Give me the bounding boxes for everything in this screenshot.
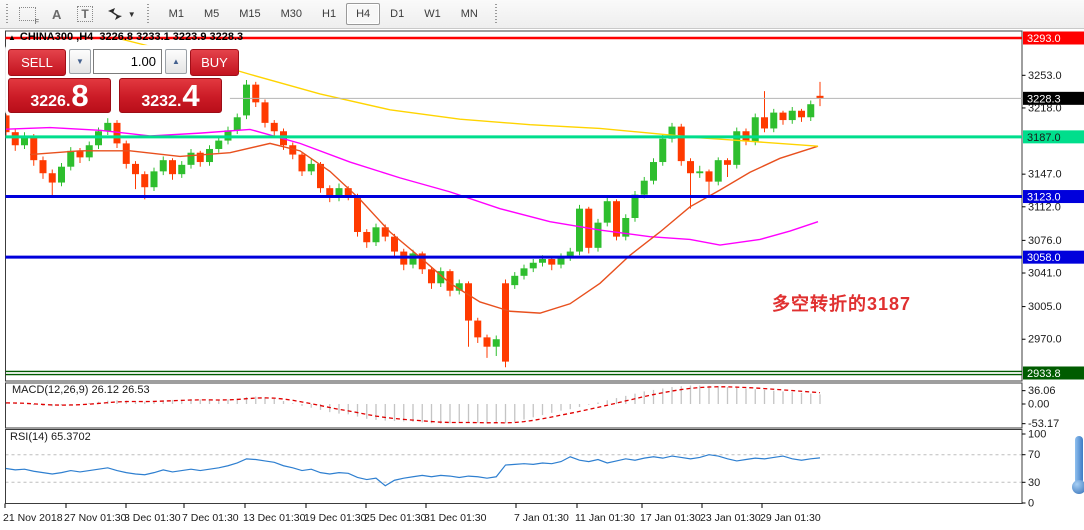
time-axis-label: 11 Jan 01:30 [575, 512, 635, 524]
one-click-trading-panel: SELL ▼ ▲ BUY 3226.8 3232.4 [6, 46, 239, 114]
price-axis-label: 3005.0 [1028, 301, 1062, 313]
price-axis-label: 3041.0 [1028, 268, 1062, 280]
price-level-badge [1023, 130, 1084, 144]
top-toolbar: F A T ▼ M1 M5 M15 M30 H1 H4 D1 W1 MN [0, 0, 1084, 29]
volume-up-button[interactable]: ▲ [165, 49, 187, 74]
price-axis-label: 3218.0 [1028, 102, 1062, 114]
macd-axis-label: -53.17 [1028, 418, 1059, 430]
toolbar-grip[interactable] [4, 4, 9, 24]
price-axis-label: 2970.0 [1028, 334, 1062, 346]
cursor-arrows-icon[interactable]: ▼ [107, 7, 136, 21]
price-level-badge-text: 3293.0 [1027, 33, 1061, 45]
buy-price-big-digit: 4 [182, 78, 200, 113]
toolbar-dropdown-caret[interactable]: ▼ [127, 9, 136, 19]
price-level-badge-text: 3187.0 [1027, 132, 1061, 144]
trade-controls-row: SELL ▼ ▲ BUY [8, 49, 239, 76]
time-axis-label: 23 Jan 01:30 [700, 512, 761, 524]
timeframe-button-m30[interactable]: M30 [280, 8, 303, 20]
time-axis-label: 17 Jan 01:30 [640, 512, 701, 524]
expand-marker-icon[interactable]: ▲ [8, 33, 16, 42]
scrollbar-thumb[interactable] [1072, 436, 1084, 496]
scrollbar-bar [1075, 436, 1083, 484]
macd-panel [5, 382, 1023, 429]
rsi-axis-label: 100 [1028, 429, 1046, 441]
price-axis-label: 3253.0 [1028, 70, 1062, 82]
price-axis: 3253.0 3218.0 3147.0 3112.0 3076.0 3041.0 3005… [1022, 70, 1062, 346]
time-axis-label: 29 Jan 01:30 [760, 512, 821, 524]
timeframe-button-h1[interactable]: H1 [322, 8, 337, 20]
macd-layer [6, 385, 821, 424]
time-axis-label: 3 Dec 01:30 [124, 512, 181, 524]
timeframe-button-m15[interactable]: M15 [239, 8, 261, 20]
time-axis-label: 19 Dec 01:30 [304, 512, 367, 524]
price-level-badge [1023, 250, 1084, 264]
text-tool-icon[interactable]: T [77, 6, 93, 22]
current-price-badge-text: 3228.3 [1027, 93, 1061, 105]
buy-button[interactable]: BUY [190, 49, 239, 76]
chart-ohlc: 3226.8 3233.1 3223.9 3228.3 [99, 31, 244, 43]
macd-axis-label: 36.06 [1028, 385, 1056, 397]
time-axis-label: 21 Nov 2018 [3, 512, 63, 524]
chart-symbol: CHINA300 ,H4 [19, 31, 94, 43]
timeframe-button-m5[interactable]: M5 [203, 8, 220, 20]
time-axis-label: 31 Dec 01:30 [424, 512, 487, 524]
price-axis-label: 3112.0 [1028, 201, 1061, 213]
toolbar-grip-2[interactable] [145, 4, 151, 24]
rsi-axis-label: 70 [1028, 449, 1040, 461]
horizontal-levels: 3293.0 3187.0 3123.0 3058.0 2933.8 [5, 31, 1084, 380]
time-axis-label: 7 Dec 01:30 [182, 512, 239, 524]
macd-axis-label: 0.00 [1028, 399, 1049, 411]
volume-input[interactable] [93, 49, 162, 74]
grid-f-icon[interactable]: F [19, 7, 39, 26]
price-level-badge-text: 2933.8 [1027, 368, 1061, 380]
price-axis-label: 3076.0 [1028, 235, 1062, 247]
buy-price-main: 3232 [141, 93, 177, 110]
volume-down-button[interactable]: ▼ [69, 49, 91, 74]
time-axis: 21 Nov 2018 27 Nov 01:303 Dec 01:30 7 Dec … [3, 503, 821, 524]
price-level-badge-text: 3123.0 [1027, 192, 1061, 204]
macd-signal-line [6, 386, 821, 424]
price-level-badge [1023, 190, 1084, 204]
timeframe-button-w1[interactable]: W1 [424, 8, 441, 20]
timeframe-button-h4[interactable]: H4 [346, 3, 381, 25]
scrollbar-knob [1072, 480, 1084, 494]
current-price-badge [1023, 91, 1084, 105]
sell-price-big-digit: 8 [71, 78, 89, 113]
price-level-badge [1023, 31, 1084, 45]
rsi-label: RSI(14) 65.3702 [10, 431, 91, 443]
arrows-glyph [107, 8, 122, 20]
price-level-badge [1023, 366, 1084, 380]
timeframe-button-d1[interactable]: D1 [390, 8, 405, 20]
price-axis-label: 3147.0 [1028, 169, 1062, 181]
buy-price-tile[interactable]: 3232. 4 [119, 78, 222, 113]
rsi-axis-label: 30 [1028, 477, 1040, 489]
sell-button[interactable]: SELL [8, 49, 66, 76]
macd-label: MACD(12,26,9) 26.12 26.53 [12, 384, 150, 396]
chart-text-annotation: 多空转折的3187 [772, 294, 912, 314]
sell-price-main: 3226 [30, 93, 66, 110]
timeframe-button-mn[interactable]: MN [460, 8, 478, 20]
rsi-layer [6, 454, 1022, 487]
ma-line-orange [29, 142, 819, 314]
chart-title: ▲ CHINA300 ,H4 3226.8 3233.1 3223.9 3228.… [8, 31, 243, 43]
price-level-badge-text: 3058.0 [1027, 252, 1061, 264]
timeframe-group: M1 M5 M15 M30 H1 H4 D1 W1 MN [159, 3, 488, 25]
time-axis-label: 7 Jan 01:30 [514, 512, 569, 524]
font-a-icon[interactable]: A [52, 6, 62, 22]
rsi-line [6, 454, 821, 487]
toolbar-grip-3[interactable] [493, 4, 499, 24]
sell-price-tile[interactable]: 3226. 8 [8, 78, 111, 113]
time-axis-label: 27 Nov 01:30 [64, 512, 127, 524]
time-axis-label: 25 Dec 01:30 [364, 512, 427, 524]
timeframe-button-m1[interactable]: M1 [168, 8, 184, 20]
rsi-panel [5, 429, 1023, 504]
time-axis-label: 13 Dec 01:30 [243, 512, 306, 524]
rsi-axis-label: 0 [1028, 498, 1034, 510]
